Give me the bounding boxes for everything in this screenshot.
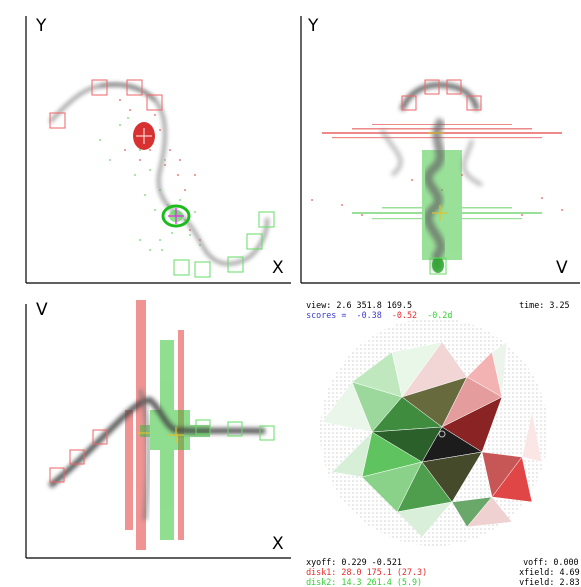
score-green: -0.2d <box>427 310 453 321</box>
xy-projection-plot[interactable] <box>0 0 292 290</box>
score-blue: -0.38 <box>356 310 382 321</box>
tidal-tail-trail <box>48 82 269 266</box>
disk2-particles <box>352 150 542 260</box>
sphere-facets <box>321 341 543 538</box>
disk2-particles <box>140 340 210 540</box>
time-readout: time: 3.25 <box>509 293 570 311</box>
view-readout: view: 2.6 351.8 169.5 <box>296 293 412 310</box>
disk2-markers <box>195 419 275 441</box>
time-label: time: <box>519 300 545 311</box>
scores-readout: scores = -0.38 -0.52 -0.2d <box>296 303 452 320</box>
disk2-value: 14.3 261.4 (5.9) <box>341 577 423 587</box>
vx-projection-panel[interactable]: V X <box>0 290 292 581</box>
disk2-core <box>432 257 444 273</box>
disk2-readout: disk2: 14.3 261.4 (5.9) <box>296 570 422 587</box>
v-axis-label: V <box>556 258 568 278</box>
disk2-core <box>161 204 191 228</box>
disk1-label: disk1: <box>306 567 337 578</box>
view-label: view: <box>306 300 332 311</box>
xyoff-readout: xyoff: 0.229 -0.521 <box>296 550 402 567</box>
yv-projection-plot[interactable] <box>292 0 581 290</box>
scores-label: scores = <box>306 310 347 321</box>
xfield-readout: xfield: 4.69 <box>509 560 580 577</box>
disk1-markers <box>49 429 108 483</box>
orientation-sphere[interactable] <box>292 312 581 548</box>
time-value: 3.25 <box>549 300 570 311</box>
voff-readout: voff: 0.000 <box>513 550 579 568</box>
vfield-label: vfield: <box>519 577 555 587</box>
x-axis-label: X <box>272 258 284 278</box>
xfield-value: 4.69 <box>559 567 580 578</box>
disk1-markers <box>49 79 163 129</box>
tidal-tail-trail <box>399 82 480 111</box>
voff-label: voff: <box>523 557 549 568</box>
xy-projection-panel[interactable]: Y X <box>0 0 292 290</box>
disk1-value: 28.0 175.1 (27.3) <box>341 567 428 578</box>
tidal-tail-trail <box>48 396 266 489</box>
vfield-readout: vfield: 2.83 <box>509 570 580 587</box>
disk2-markers <box>173 211 275 278</box>
disk1-markers <box>401 79 482 111</box>
disk1-readout: disk1: 28.0 175.1 (27.3) <box>296 560 427 577</box>
disk2-label: disk2: <box>306 577 337 587</box>
vfield-value: 2.83 <box>559 577 580 587</box>
vx-projection-plot[interactable] <box>0 290 292 581</box>
score-red: -0.52 <box>391 310 418 321</box>
v-axis-label: V <box>36 300 48 320</box>
sphere-view-panel[interactable] <box>292 312 581 548</box>
disk1-particles <box>119 99 201 241</box>
xyoff-value: 0.229 -0.521 <box>341 557 402 568</box>
y-axis-label: Y <box>308 16 319 36</box>
x-axis-label: X <box>272 534 284 554</box>
y-axis-label: Y <box>36 16 47 36</box>
view-values: 2.6 351.8 169.5 <box>336 300 412 311</box>
yv-projection-panel[interactable]: Y V <box>292 0 581 290</box>
xfield-label: xfield: <box>519 567 555 578</box>
xyoff-label: xyoff: <box>306 557 337 568</box>
voff-value: 0.000 <box>553 557 579 568</box>
